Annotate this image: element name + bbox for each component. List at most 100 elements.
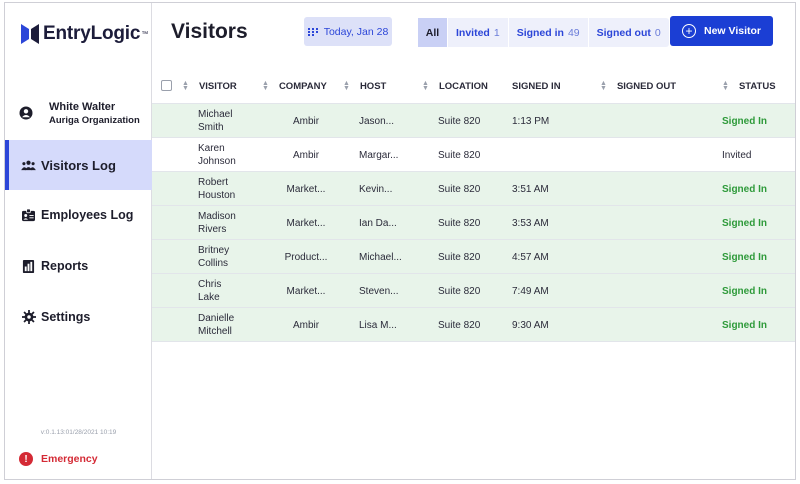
- sidebar-item-label: Reports: [41, 259, 89, 273]
- version-label: v:0.1.13:01/28/2021 10:19: [40, 429, 117, 436]
- filter-tab-all[interactable]: All: [418, 18, 448, 47]
- company-cell: Market...: [286, 217, 326, 229]
- company-cell: Ambir: [292, 149, 320, 161]
- visitor-first-name: Danielle: [198, 313, 235, 324]
- company-cell: Product...: [284, 251, 328, 263]
- signed-in-cell: 3:53 AM: [512, 217, 549, 229]
- sort-icon: ▲ ▼: [600, 80, 607, 92]
- table-body: Michael Smith Ambir Jason... Suite 820 1…: [152, 103, 795, 342]
- emergency-button[interactable]: ! Emergency: [19, 452, 98, 466]
- select-all-checkbox[interactable]: [161, 80, 172, 91]
- location-cell: Suite 820: [438, 251, 481, 263]
- visitor-name-cell: Britney Collins: [198, 240, 229, 274]
- column-label: HOST: [359, 80, 387, 92]
- visitor-last-name: Rivers: [198, 224, 227, 235]
- visitor-first-name: Karen: [198, 143, 225, 154]
- user-avatar-icon: [19, 106, 33, 120]
- column-header-status[interactable]: ▲ ▼ STATUS: [722, 69, 776, 103]
- column-label: COMPANY: [278, 80, 327, 92]
- visitor-name-cell: Chris Lake: [198, 274, 221, 308]
- column-label: VISITOR: [198, 80, 237, 92]
- visitor-last-name: Collins: [198, 258, 229, 269]
- visitor-last-name: Houston: [198, 190, 236, 201]
- column-label: STATUS: [738, 80, 776, 92]
- visitors-table: ▲ ▼ VISITOR ▲ ▼ COMPANY ▲ ▼ HOST ▲ ▼ LOCATIO…: [152, 69, 795, 342]
- entrylogic-logo-icon: [21, 24, 39, 44]
- location-cell: Suite 820: [438, 115, 481, 127]
- user-profile[interactable]: White Walter Auriga Organization: [19, 101, 140, 126]
- sort-icon: ▲ ▼: [422, 80, 429, 92]
- logo-text: EntryLogic: [43, 23, 141, 44]
- table-header: ▲ ▼ VISITOR ▲ ▼ COMPANY ▲ ▼ HOST ▲ ▼ LOCATIO…: [152, 69, 795, 103]
- new-visitor-button[interactable]: + New Visitor: [670, 16, 773, 46]
- column-header-visitor[interactable]: ▲ ▼ VISITOR: [182, 69, 237, 103]
- sidebar-item-label: Employees Log: [41, 208, 134, 222]
- column-header-host[interactable]: ▲ ▼ HOST: [343, 69, 386, 103]
- filter-count: 0: [654, 26, 661, 39]
- visitor-first-name: Michael: [198, 109, 233, 120]
- column-label: SIGNED OUT: [616, 80, 677, 92]
- column-label: LOCATION: [438, 80, 488, 92]
- filter-tab-signed-in[interactable]: Signed in 49: [509, 18, 589, 47]
- host-cell: Ian Da...: [359, 217, 397, 229]
- calendar-grid-icon: [307, 27, 318, 36]
- signed-in-cell: 9:30 AM: [512, 319, 549, 331]
- host-cell: Kevin...: [359, 183, 393, 195]
- filter-tab-invited[interactable]: Invited 1: [448, 18, 509, 47]
- visitor-name-cell: Karen Johnson: [198, 138, 236, 172]
- filter-label: Signed out: [596, 26, 651, 39]
- location-cell: Suite 820: [438, 149, 481, 161]
- sidebar-item-visitors-log[interactable]: Visitors Log: [5, 140, 152, 190]
- column-header-company[interactable]: ▲ ▼ COMPANY: [262, 69, 327, 103]
- status-cell: Signed In: [722, 319, 767, 331]
- column-header-location[interactable]: ▲ ▼ LOCATION: [422, 69, 488, 103]
- table-row[interactable]: Madison Rivers Market... Ian Da... Suite…: [152, 205, 795, 239]
- table-row[interactable]: Chris Lake Market... Steven... Suite 820…: [152, 273, 795, 308]
- visitor-name-cell: Danielle Mitchell: [198, 308, 234, 342]
- filter-label: Signed in: [516, 26, 564, 39]
- status-cell: Signed In: [722, 285, 767, 297]
- table-row[interactable]: Britney Collins Product... Michael... Su…: [152, 239, 795, 274]
- table-row[interactable]: Danielle Mitchell Ambir Lisa M... Suite …: [152, 307, 795, 342]
- column-label: SIGNED IN: [512, 80, 561, 92]
- visitor-last-name: Lake: [198, 292, 220, 303]
- visitor-last-name: Mitchell: [198, 326, 232, 337]
- sort-icon: ▲ ▼: [182, 80, 189, 92]
- table-row[interactable]: Michael Smith Ambir Jason... Suite 820 1…: [152, 103, 795, 138]
- host-cell: Margar...: [359, 149, 399, 161]
- gear-icon: [21, 310, 36, 325]
- table-row[interactable]: Karen Johnson Ambir Margar... Suite 820 …: [152, 137, 795, 172]
- sidebar-item-label: Settings: [41, 310, 91, 324]
- visitor-name-cell: Michael Smith: [198, 104, 232, 138]
- filter-label: Invited: [456, 26, 490, 39]
- sidebar-item-settings[interactable]: Settings: [5, 293, 152, 341]
- host-cell: Jason...: [359, 115, 395, 127]
- visitor-name-cell: Robert Houston: [198, 172, 235, 206]
- sidebar-item-label: Visitors Log: [41, 157, 116, 173]
- visitor-last-name: Johnson: [198, 156, 236, 167]
- signed-in-cell: 4:57 AM: [512, 251, 549, 263]
- status-cell: Signed In: [722, 251, 767, 263]
- location-cell: Suite 820: [438, 285, 481, 297]
- sidebar: EntryLogic ™ White Walter Auriga Organiz…: [5, 3, 152, 479]
- alert-icon: !: [19, 452, 33, 466]
- date-picker-button[interactable]: Today, Jan 28: [304, 17, 392, 46]
- visitor-first-name: Madison: [198, 211, 236, 222]
- reports-icon: [21, 259, 36, 274]
- column-header-signed-out[interactable]: ▲ ▼ SIGNED OUT: [600, 69, 676, 103]
- location-cell: Suite 820: [438, 183, 481, 195]
- logo[interactable]: EntryLogic ™: [19, 21, 148, 47]
- status-cell: Invited: [722, 149, 752, 161]
- logo-trademark: ™: [141, 30, 149, 38]
- sort-icon: ▲ ▼: [722, 80, 729, 92]
- sidebar-item-reports[interactable]: Reports: [5, 242, 152, 290]
- host-cell: Michael...: [359, 251, 402, 263]
- location-cell: Suite 820: [438, 319, 481, 331]
- new-visitor-label: New Visitor: [704, 25, 761, 37]
- column-header-signed-in[interactable]: SIGNED IN: [512, 69, 561, 103]
- table-row[interactable]: Robert Houston Market... Kevin... Suite …: [152, 171, 795, 206]
- filter-tab-signed-out[interactable]: Signed out 0: [589, 18, 669, 47]
- app-window: EntryLogic ™ White Walter Auriga Organiz…: [4, 2, 796, 480]
- sidebar-item-employees-log[interactable]: Employees Log: [5, 191, 152, 239]
- company-cell: Ambir: [292, 319, 320, 331]
